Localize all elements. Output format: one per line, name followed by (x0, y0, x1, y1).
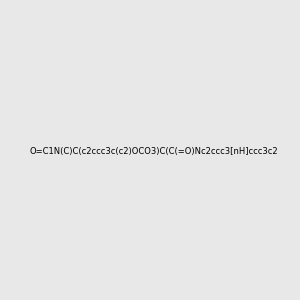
Text: O=C1N(C)C(c2ccc3c(c2)OCO3)C(C(=O)Nc2ccc3[nH]ccc3c2: O=C1N(C)C(c2ccc3c(c2)OCO3)C(C(=O)Nc2ccc3… (29, 147, 278, 156)
